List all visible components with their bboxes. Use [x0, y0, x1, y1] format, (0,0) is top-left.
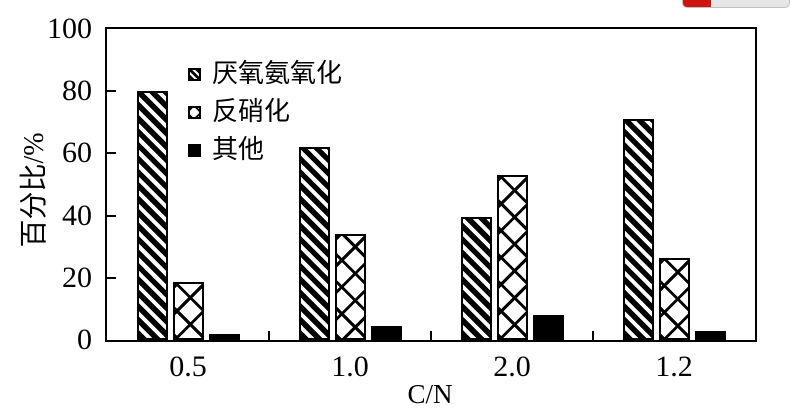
y-axis-tick: [107, 276, 116, 279]
plot-canvas: [107, 29, 755, 340]
y-tick-label-60: 60: [62, 136, 92, 170]
bar-diagonal-stripes-1.2: [622, 119, 654, 340]
legend-item-denitrification: 反硝化: [188, 97, 342, 127]
legend-item-anammox: 厌氧氨氧化: [188, 59, 342, 89]
x-tick-label-1.0: 1.0: [331, 350, 369, 383]
x-axis-tick: [268, 331, 270, 340]
bar-solid-black-2.0: [532, 315, 564, 340]
x-tick-label-1.2: 1.2: [655, 350, 693, 383]
bar-solid-black-0.5: [208, 334, 240, 340]
x-axis-tick: [430, 331, 432, 340]
bar-solid-black-1.0: [370, 326, 402, 340]
chart-legend: 厌氧氨氧化 反硝化 其他: [188, 59, 342, 173]
diagonal-stripes-swatch-icon: [188, 67, 201, 81]
y-tick-label-0: 0: [77, 323, 92, 356]
legend-label-anammox: 厌氧氨氧化: [212, 59, 343, 88]
legend-label-other: 其他: [212, 135, 265, 164]
bar-diagonal-stripes-0.5: [136, 91, 168, 340]
x-tick-label-2.0: 2.0: [493, 350, 531, 383]
crosshatch-swatch-icon: [188, 105, 201, 119]
bar-diagonal-stripes-2.0: [460, 217, 492, 340]
bar-crosshatch-1.0: [334, 234, 366, 340]
y-tick-label-40: 40: [62, 198, 92, 232]
y-axis-tick: [107, 152, 116, 155]
legend-label-denitrification: 反硝化: [212, 97, 291, 126]
bar-diagonal-stripes-1.0: [298, 147, 330, 340]
x-axis-tick: [592, 331, 594, 340]
plot-area: 厌氧氨氧化 反硝化 其他: [105, 27, 757, 342]
legend-item-other: 其他: [188, 135, 342, 165]
y-axis-tick: [107, 90, 116, 93]
bar-crosshatch-2.0: [496, 175, 528, 340]
y-tick-label-20: 20: [62, 260, 92, 294]
y-tick-label-80: 80: [62, 74, 92, 108]
progress-bar-fill: [683, 0, 711, 7]
x-axis-label: C/N: [407, 379, 453, 409]
y-tick-label-100: 100: [47, 12, 92, 45]
bar-crosshatch-1.2: [658, 258, 690, 340]
y-axis-tick: [107, 214, 116, 217]
bar-crosshatch-0.5: [172, 282, 204, 340]
x-tick-label-0.5: 0.5: [169, 350, 207, 383]
solid-black-swatch-icon: [188, 143, 201, 157]
bar-solid-black-1.2: [694, 331, 726, 340]
